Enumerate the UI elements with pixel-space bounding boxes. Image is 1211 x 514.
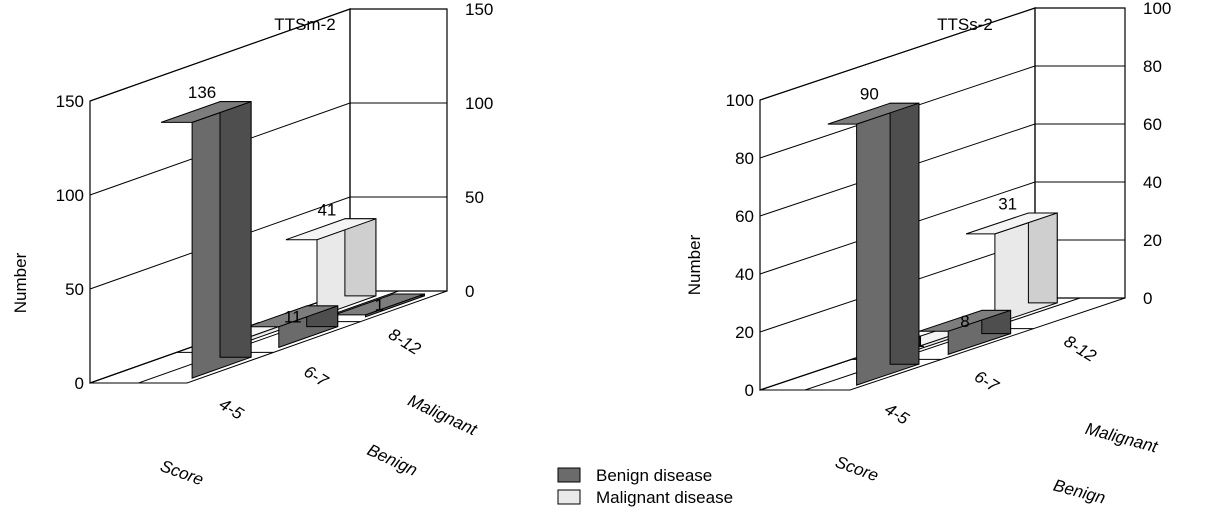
- gridline: [759, 181, 1125, 275]
- y-tick-label-left: 0: [745, 381, 754, 400]
- legend-swatch-benign: [557, 467, 581, 483]
- bar-malignant-8-12: [285, 218, 377, 318]
- y-tick-label-left: 100: [726, 91, 754, 110]
- bar-side: [344, 218, 377, 297]
- bar-top: [919, 309, 1011, 332]
- y-axis-label: Number: [11, 252, 30, 313]
- row-label-malignant: Malignant: [405, 391, 481, 440]
- bar-benign-6-7: [919, 309, 1012, 356]
- bar-benign-8-12: [334, 293, 425, 318]
- category-label-4-5: 4-5: [881, 399, 912, 428]
- legend-label-malignant: Malignant disease: [596, 488, 733, 507]
- chart-ttss-2: TTSs-2 0 0 20 20 40 40 60 60 80 80 100 100 Number Scor…: [685, 0, 1171, 508]
- bar-benign-4-5: [160, 100, 252, 379]
- bar-top: [334, 293, 425, 316]
- row-label-benign: Benign: [1051, 476, 1107, 508]
- y-tick-label-left: 50: [65, 280, 84, 299]
- bar-benign-4-5: [827, 102, 920, 386]
- gridline: [759, 65, 1125, 159]
- data-label: 8: [960, 312, 969, 331]
- data-label: 1: [915, 332, 924, 351]
- y-tick-label-right: 20: [1143, 231, 1162, 250]
- legend: Benign disease Malignant disease: [557, 466, 733, 507]
- bar-malignant-8-12: [965, 212, 1058, 325]
- bar-top: [827, 102, 920, 125]
- y-tick-label-right: 100: [465, 94, 493, 113]
- y-tick-label-left: 60: [735, 207, 754, 226]
- category-label-6-7: 6-7: [300, 362, 331, 391]
- legend-label-benign: Benign disease: [596, 466, 712, 485]
- bar-side: [889, 102, 920, 365]
- y-tick-label-right: 60: [1143, 115, 1162, 134]
- gridline: [759, 239, 1125, 333]
- data-label: 31: [998, 194, 1017, 213]
- y-tick-label-right: 100: [1143, 0, 1171, 18]
- y-tick-label-left: 40: [735, 265, 754, 284]
- bar-top: [160, 101, 252, 123]
- y-tick-label-left: 20: [735, 323, 754, 342]
- data-label: 11: [284, 307, 302, 326]
- bar-top: [965, 212, 1058, 235]
- gridline: [89, 8, 447, 102]
- y-tick-label-right: 0: [465, 282, 474, 301]
- row-label-malignant: Malignant: [1083, 419, 1160, 457]
- data-label: 1: [375, 295, 384, 314]
- bar-side: [1027, 212, 1058, 304]
- bar-side: [219, 101, 252, 358]
- y-tick-label-left: 80: [735, 149, 754, 168]
- x-axis-label: Score: [158, 456, 206, 489]
- bar-top: [247, 305, 338, 328]
- chart-ttsm-2: TTSm-2005050100100150150NumberScore4-56-…: [11, 0, 493, 489]
- chart-title: TTSs-2: [937, 15, 993, 34]
- y-tick-label-left: 0: [75, 374, 84, 393]
- category-label-4-5: 4-5: [216, 394, 247, 423]
- gridline: [759, 7, 1125, 101]
- y-tick-label-right: 50: [465, 188, 484, 207]
- y-tick-label-left: 150: [56, 92, 84, 111]
- data-label: 90: [860, 85, 879, 104]
- gridline: [89, 196, 447, 290]
- x-axis-label: Score: [833, 452, 881, 485]
- data-label: 41: [317, 200, 336, 219]
- category-label-8-12: 8-12: [1061, 332, 1100, 366]
- gridline: [759, 123, 1125, 217]
- y-tick-label-right: 0: [1143, 289, 1152, 308]
- category-label-8-12: 8-12: [385, 325, 424, 359]
- floor-line: [804, 297, 1081, 391]
- bar-top: [285, 218, 377, 241]
- y-tick-label-right: 80: [1143, 57, 1162, 76]
- y-tick-label-right: 150: [465, 0, 493, 19]
- row-label-benign: Benign: [364, 440, 420, 480]
- category-label-6-7: 6-7: [971, 367, 1002, 396]
- bar-benign-6-7: [247, 305, 339, 349]
- data-label: 136: [188, 83, 216, 102]
- y-tick-label-right: 40: [1143, 173, 1162, 192]
- gridline: [89, 102, 447, 196]
- y-axis-label: Number: [685, 234, 704, 295]
- legend-swatch-malignant: [557, 489, 581, 505]
- floor-line: [138, 290, 399, 384]
- y-tick-label-left: 100: [56, 186, 84, 205]
